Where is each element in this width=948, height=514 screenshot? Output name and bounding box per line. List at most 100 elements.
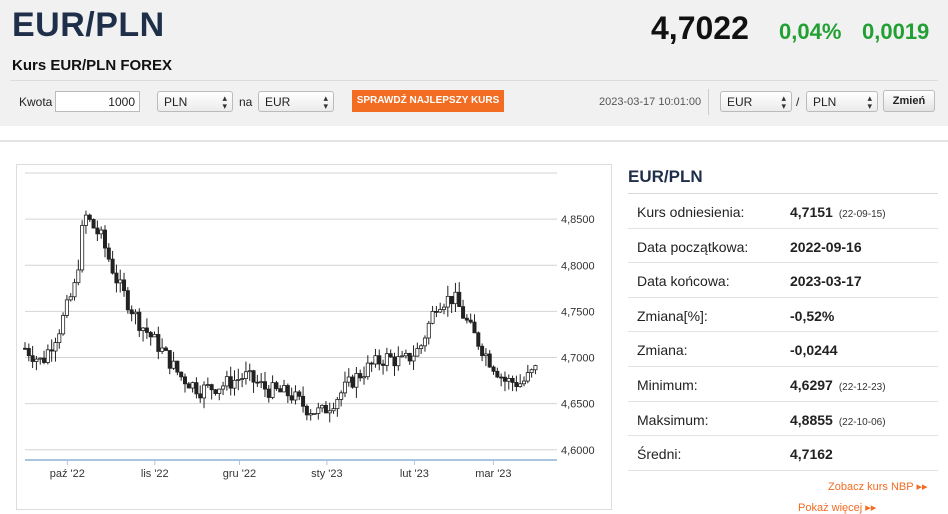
stats-value: 4,6297 (22-12-23): [790, 377, 886, 393]
candle-body: [148, 332, 153, 338]
candle-body: [167, 350, 172, 369]
candle-body: [354, 373, 359, 388]
chart-grid: [25, 172, 557, 451]
candle-body: [487, 353, 492, 368]
to-currency-select[interactable]: EUR ▴ ▾: [258, 91, 334, 112]
candle-body: [76, 269, 81, 284]
candle-body: [83, 214, 88, 226]
candle-body: [68, 296, 73, 301]
price-chart: 4,6000 4,6500 4,7000 4,7500 4,8000 4,8500 paź…: [23, 172, 595, 480]
select-arrows-icon: ▴ ▾: [323, 93, 328, 111]
candle-body: [270, 382, 275, 398]
candle-body: [468, 319, 473, 323]
from-currency-select[interactable]: PLN ▴ ▾: [157, 91, 233, 112]
candle-body: [217, 388, 222, 394]
stats-label: Średni:: [637, 446, 682, 463]
candle-body: [285, 385, 290, 397]
candle-body: [464, 317, 469, 321]
candle-body: [407, 352, 412, 362]
candle-body: [224, 376, 229, 387]
candle-body: [331, 408, 336, 412]
pair-slash: /: [796, 95, 800, 109]
top-bar: EUR/PLN Kurs EUR/PLN FOREX 4,7022 0,04% …: [0, 0, 948, 126]
candle-body: [91, 219, 96, 229]
candle-body: [350, 376, 355, 388]
candle-body: [137, 311, 142, 331]
stats-row: Kurs odniesienia: 4,7151 (22-09-15): [628, 194, 938, 229]
candle-body: [308, 413, 313, 416]
x-tick-label: gru '22: [223, 468, 256, 480]
candle-body: [95, 227, 100, 235]
select-arrows-icon: ▴ ▾: [867, 93, 872, 111]
candle-body: [122, 279, 127, 292]
candle-body: [61, 315, 66, 335]
pair-from-value: EUR: [727, 95, 753, 109]
select-arrows-icon: ▴ ▾: [222, 93, 227, 111]
candle-body: [262, 381, 267, 390]
candle-body: [392, 356, 397, 367]
pair-to-select[interactable]: PLN ▴ ▾: [806, 91, 878, 112]
candle-body: [438, 309, 443, 313]
y-tick-label: 4,8500: [561, 214, 595, 226]
candle-body: [42, 357, 47, 363]
stats-row: Maksimum: 4,8855 (22-10-06): [628, 402, 938, 437]
candle-body: [175, 360, 180, 373]
stats-value-text: 4,6297: [790, 376, 833, 393]
y-tick-label: 4,6500: [561, 399, 595, 411]
stats-row: Data końcowa: 2023-03-17: [628, 263, 938, 298]
stats-row: Minimum: 4,6297 (22-12-23): [628, 367, 938, 402]
candle-body: [282, 385, 287, 393]
candle-body: [102, 229, 107, 249]
candle-body: [133, 311, 138, 315]
candle-body: [316, 407, 321, 414]
candle-body: [461, 306, 466, 319]
candle-body: [247, 370, 252, 373]
candle-body: [278, 388, 283, 393]
candle-body: [320, 404, 325, 409]
candle-body: [202, 384, 207, 399]
candle-body: [362, 376, 367, 379]
candle-body: [434, 311, 439, 313]
page-subtitle: Kurs EUR/PLN FOREX: [12, 57, 173, 74]
amount-input[interactable]: 1000: [55, 91, 140, 112]
stats-row: Zmiana[%]: -0,52%: [628, 298, 938, 333]
candle-body: [163, 347, 168, 351]
stats-date: (22-09-15): [838, 209, 886, 220]
chart-candles: [23, 210, 538, 423]
candle-body: [156, 334, 161, 352]
pair-to-value: PLN: [813, 95, 837, 109]
candle-body: [339, 392, 344, 400]
change-pair-button[interactable]: Zmień: [883, 90, 935, 112]
divider: [708, 89, 709, 115]
stats-label: Data końcowa:: [637, 273, 730, 290]
candle-body: [422, 337, 427, 347]
candle-body: [106, 247, 111, 260]
nbp-rate-link[interactable]: Zobacz kurs NBP ▸▸: [828, 481, 928, 493]
candle-body: [426, 322, 431, 339]
candle-body: [232, 379, 237, 389]
pair-from-select[interactable]: EUR ▴ ▾: [720, 91, 792, 112]
converter-bar: Kwota 1000 PLN ▴ ▾ na EUR ▴ ▾ SPRAWDŹ NAJL…: [0, 87, 948, 117]
candle-body: [194, 382, 199, 395]
candle-body: [403, 352, 408, 357]
best-rate-button[interactable]: SPRAWDŹ NAJLEPSZY KURS: [352, 90, 504, 112]
candle-body: [228, 376, 233, 389]
y-tick-label: 4,7500: [561, 306, 595, 318]
y-tick-label: 4,6000: [561, 445, 595, 457]
stats-row: Zmiana: -0,0244: [628, 332, 938, 367]
stats-panel: EUR/PLN Kurs odniesienia: 4,7151 (22-09-15…: [628, 160, 938, 471]
candle-body: [293, 391, 298, 401]
candle-body: [152, 334, 157, 338]
candle-body: [480, 345, 485, 357]
candle-body: [179, 371, 184, 378]
candle-body: [114, 272, 119, 284]
candle-body: [182, 376, 187, 385]
stats-label: Kurs odniesienia:: [637, 204, 745, 220]
select-arrows-icon: ▴ ▾: [781, 93, 786, 111]
candle-body: [125, 290, 130, 311]
show-more-link[interactable]: Pokaż więcej ▸▸: [798, 502, 877, 514]
candle-body: [495, 370, 500, 378]
candle-body: [525, 372, 530, 382]
candle-body: [23, 347, 28, 350]
stats-value: 2023-03-17: [790, 273, 868, 289]
